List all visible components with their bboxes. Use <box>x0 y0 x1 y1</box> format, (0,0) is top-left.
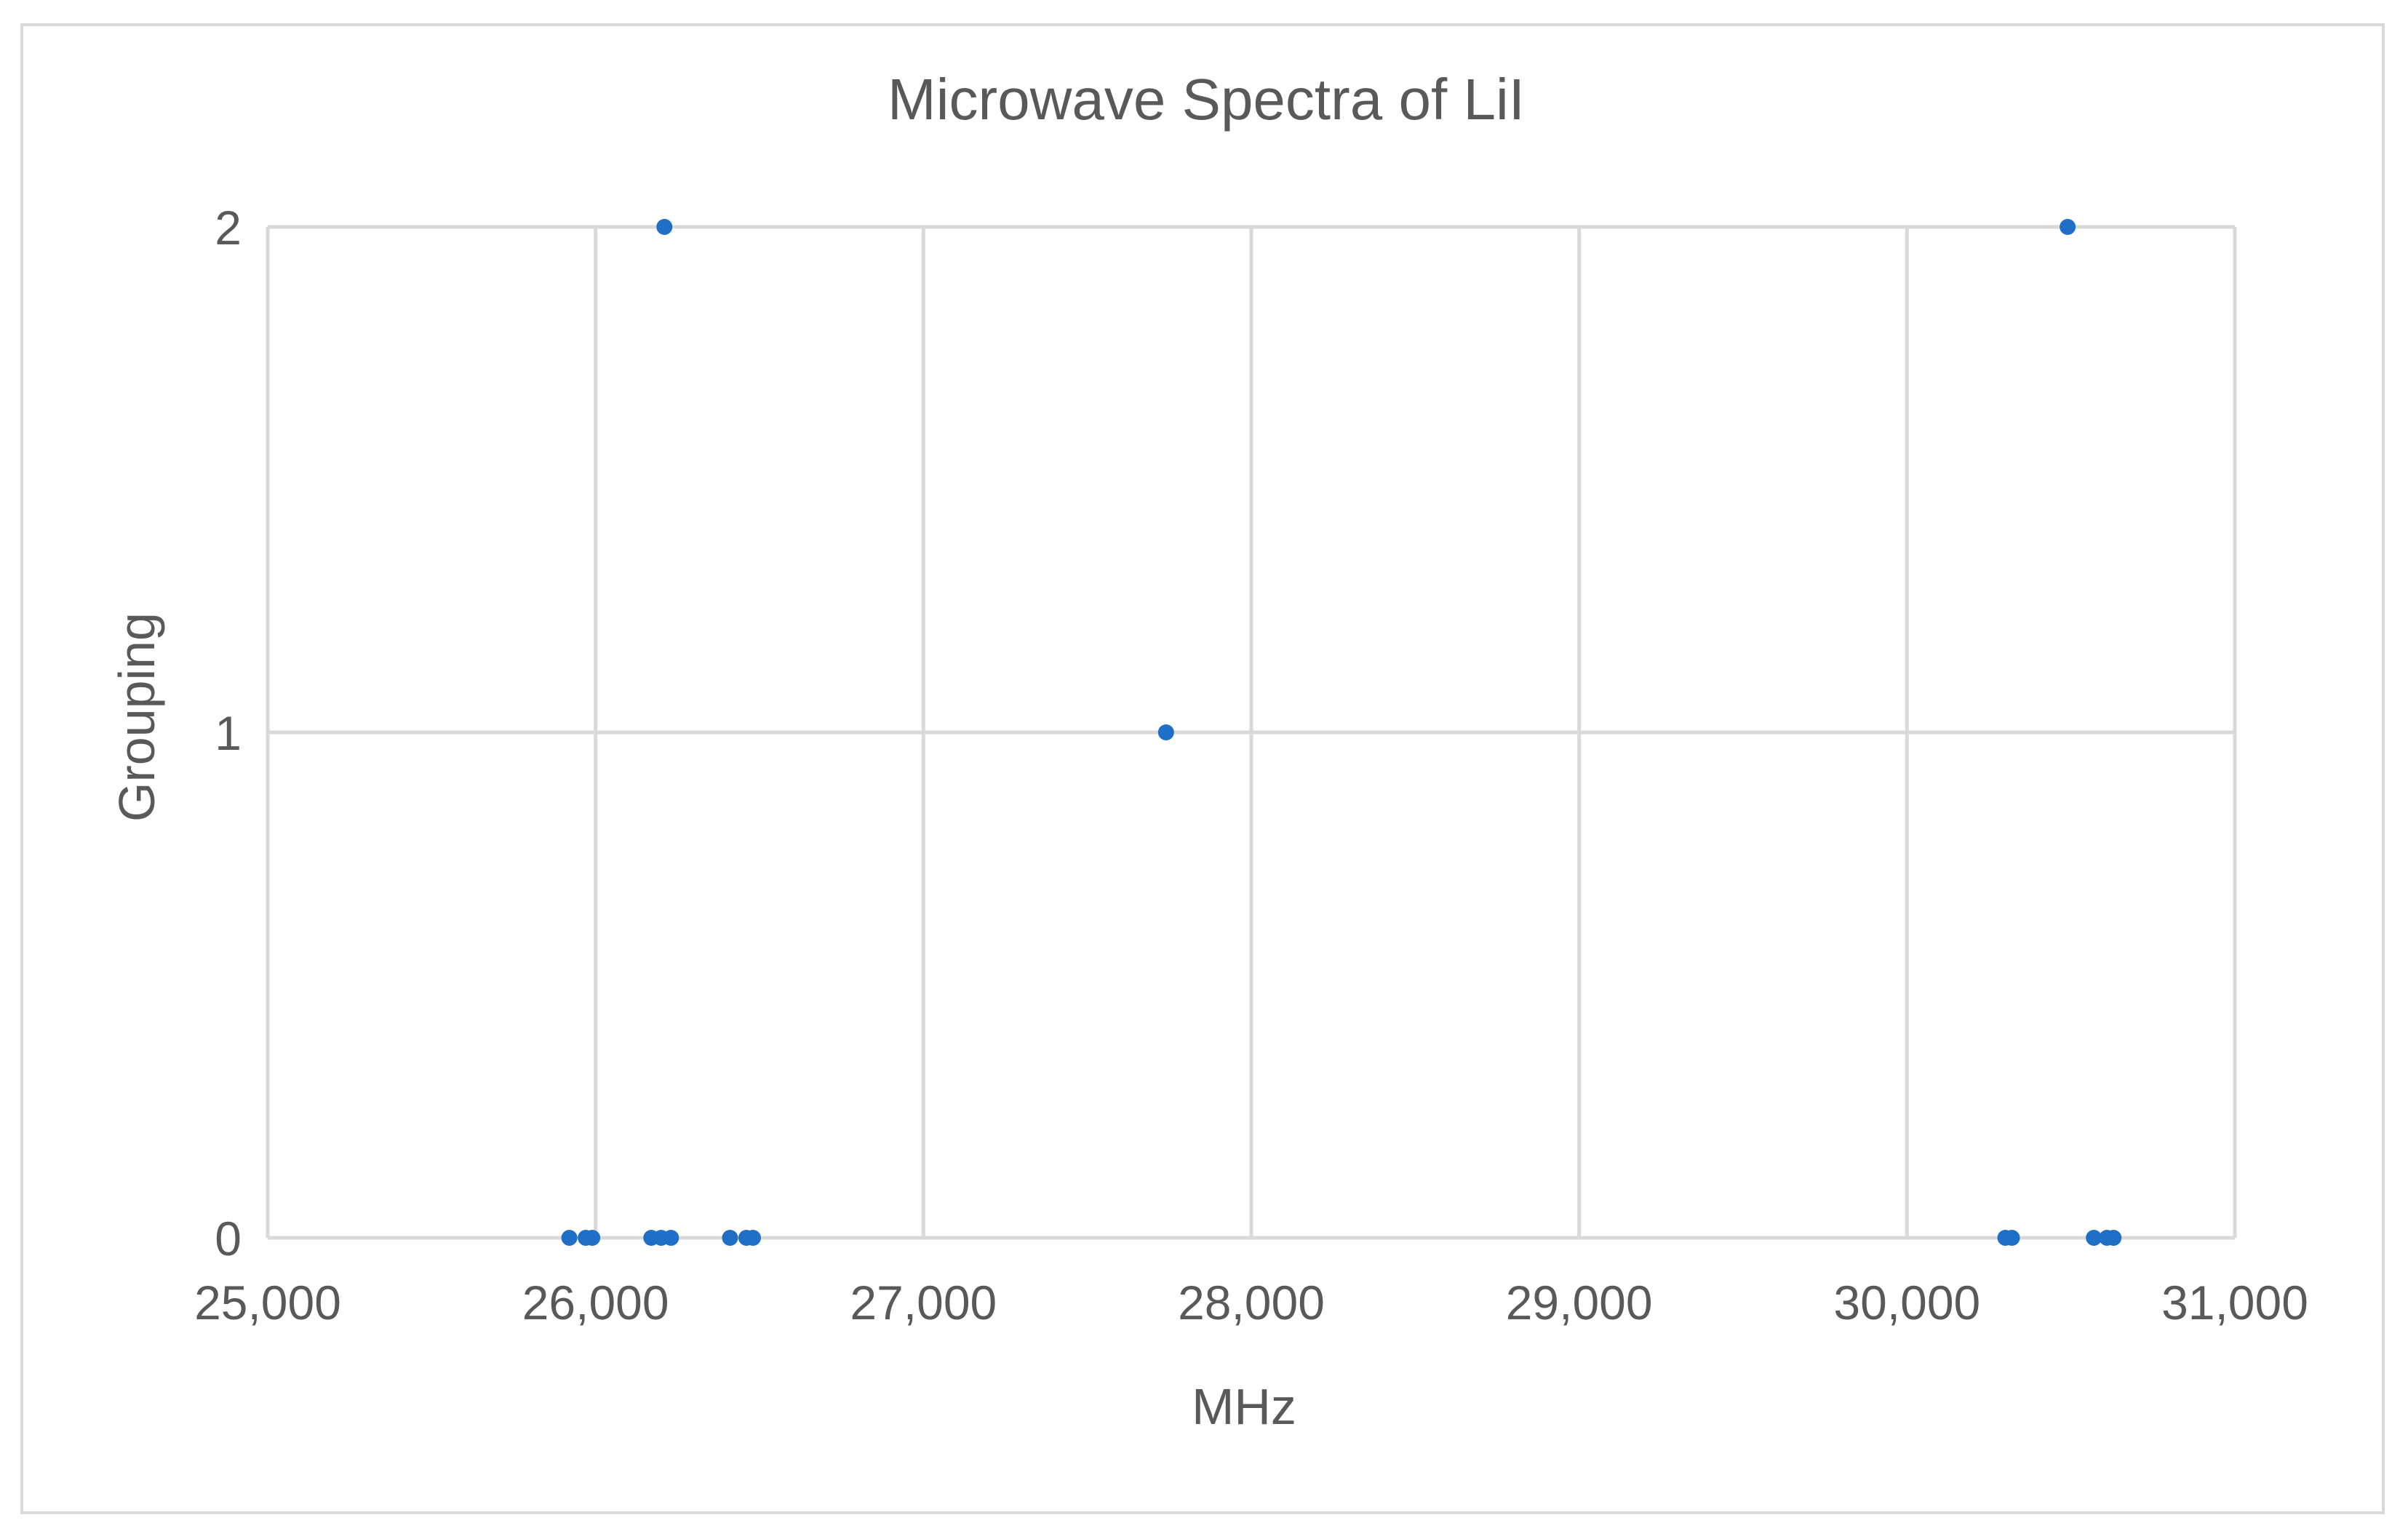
x-tick-label: 30,000 <box>1833 1276 1980 1329</box>
scatter-chart: 25,000 26,000 27,000 28,000 29,000 30,000 31,0… <box>108 67 2308 1435</box>
data-point <box>584 1230 601 1246</box>
x-axis-title: MHz <box>1192 1378 1296 1435</box>
data-point <box>2004 1230 2020 1246</box>
x-tick-label: 27,000 <box>850 1276 997 1329</box>
x-tick-label: 26,000 <box>522 1276 669 1329</box>
x-tick-label: 29,000 <box>1506 1276 1653 1329</box>
data-point <box>744 1230 761 1246</box>
data-point <box>1157 724 1174 740</box>
chart-area: 25,000 26,000 27,000 28,000 29,000 30,000 31,0… <box>20 23 2385 1514</box>
gridlines <box>266 225 2237 1240</box>
data-point <box>561 1230 578 1246</box>
y-tick-label: 1 <box>215 706 242 760</box>
y-tick-label: 2 <box>215 201 242 255</box>
tick-labels: 25,000 26,000 27,000 28,000 29,000 30,000 31,0… <box>194 201 2308 1329</box>
y-axis-title: Grouping <box>108 612 165 822</box>
y-tick-label: 0 <box>215 1212 242 1265</box>
data-points <box>561 219 2122 1246</box>
chart-title: Microwave Spectra of LiI <box>888 67 1525 132</box>
x-tick-label: 31,000 <box>2161 1276 2308 1329</box>
data-point <box>722 1230 738 1246</box>
data-point <box>656 219 673 235</box>
data-point <box>2060 219 2076 235</box>
data-point <box>2105 1230 2122 1246</box>
x-tick-label: 28,000 <box>1178 1276 1325 1329</box>
x-tick-label: 25,000 <box>194 1276 341 1329</box>
data-point <box>2086 1230 2102 1246</box>
data-point <box>663 1230 679 1246</box>
